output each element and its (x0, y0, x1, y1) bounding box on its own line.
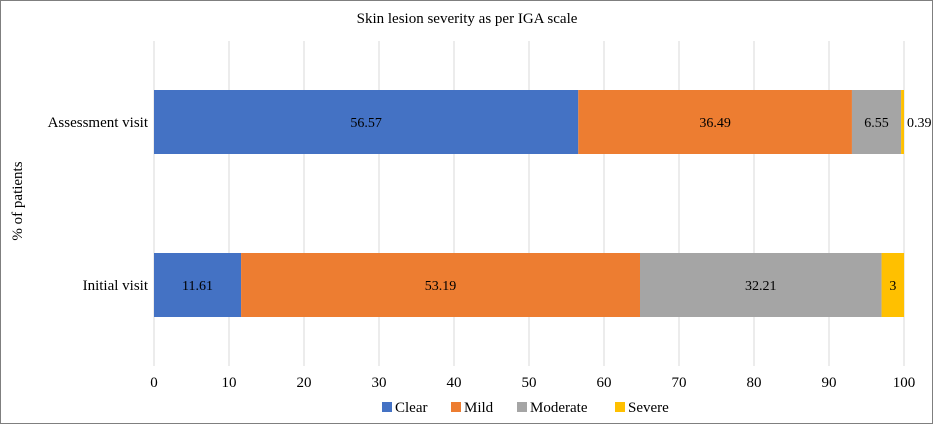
x-tick-label: 20 (297, 375, 312, 391)
x-tick-label: 80 (747, 375, 762, 391)
category-label-assessment-visit: Assessment visit (48, 115, 149, 131)
data-label-assessment-visit-moderate: 6.55 (864, 116, 889, 131)
legend-swatch-mild (451, 402, 461, 412)
x-tick-label: 10 (222, 375, 237, 391)
x-tick-label: 60 (597, 375, 612, 391)
category-labels: Assessment visit Initial visit (48, 115, 149, 294)
data-label-assessment-visit-severe: 0.39 (907, 116, 932, 131)
legend-label-moderate: Moderate (530, 400, 588, 416)
legend-swatch-moderate (517, 402, 527, 412)
bar-assessment-visit-mild (578, 90, 852, 154)
category-label-initial-visit: Initial visit (83, 278, 149, 294)
data-label-initial-visit-severe: 3 (889, 279, 896, 294)
legend-label-clear: Clear (395, 400, 427, 416)
data-label-initial-visit-mild: 53.19 (425, 279, 457, 294)
data-label-initial-visit-moderate: 32.21 (745, 279, 777, 294)
data-labels: 56.57 36.49 6.55 0.39 11.61 53.19 32.21 3 (182, 116, 931, 294)
x-tick-label: 50 (522, 375, 537, 391)
bar-initial-visit-severe (881, 253, 905, 317)
legend-swatch-clear (382, 402, 392, 412)
bars (154, 90, 905, 317)
data-label-initial-visit-clear: 11.61 (182, 279, 213, 294)
data-label-assessment-visit-clear: 56.57 (350, 116, 382, 131)
x-tick-label: 100 (893, 375, 916, 391)
legend-label-mild: Mild (464, 400, 494, 416)
legend-swatch-severe (615, 402, 625, 412)
data-label-assessment-visit-mild: 36.49 (699, 116, 731, 131)
x-tick-label: 0 (150, 375, 158, 391)
legend-label-severe: Severe (628, 400, 669, 416)
chart-title: Skin lesion severity as per IGA scale (357, 11, 578, 27)
bar-initial-visit-clear (154, 253, 242, 317)
x-tick-labels: 0 10 20 30 40 50 60 70 80 90 100 (150, 375, 915, 391)
bar-initial-visit-mild (241, 253, 640, 317)
y-axis-label: % of patients (10, 161, 26, 240)
x-tick-label: 90 (822, 375, 837, 391)
bar-assessment-visit-clear (154, 90, 579, 154)
bar-assessment-visit-moderate (851, 90, 902, 154)
x-tick-label: 40 (447, 375, 462, 391)
x-tick-label: 30 (372, 375, 387, 391)
bar-assessment-visit-severe (901, 90, 904, 154)
x-tick-label: 70 (672, 375, 687, 391)
gridlines (153, 41, 905, 366)
legend: Clear Mild Moderate Severe (382, 400, 669, 416)
bar-initial-visit-moderate (640, 253, 882, 317)
